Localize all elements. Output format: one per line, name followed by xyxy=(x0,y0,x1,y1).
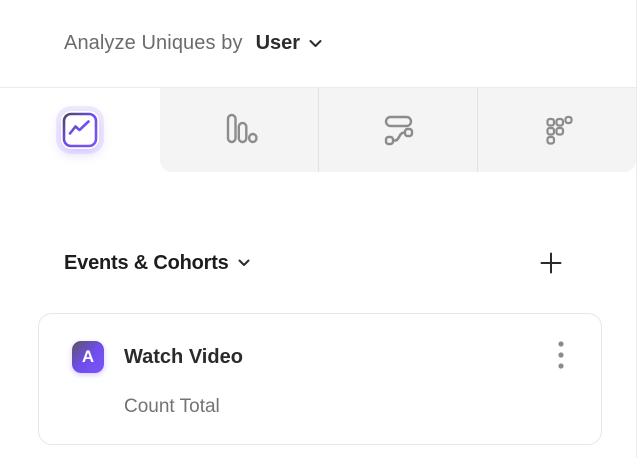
report-type-tabbar xyxy=(0,88,636,172)
kebab-menu-icon xyxy=(557,341,565,378)
retention-dots-icon xyxy=(537,110,577,150)
inactive-tabs-group xyxy=(160,88,636,172)
tab-retention[interactable] xyxy=(477,88,636,172)
tab-insights[interactable] xyxy=(0,88,160,172)
tab-funnels[interactable] xyxy=(160,88,318,172)
line-chart-icon xyxy=(61,111,99,149)
tab-flows[interactable] xyxy=(318,88,477,172)
bar-chart-icon xyxy=(219,110,259,150)
events-cohorts-dropdown[interactable]: Events & Cohorts xyxy=(64,252,250,275)
event-measurement-dropdown[interactable]: Count Total xyxy=(124,396,220,417)
event-letter-badge[interactable]: A xyxy=(72,341,104,373)
chevron-down-icon xyxy=(309,35,322,53)
flow-icon xyxy=(378,110,418,150)
add-event-button[interactable] xyxy=(537,249,565,277)
events-section-header: Events & Cohorts xyxy=(64,249,565,277)
event-card-row: A Watch Video xyxy=(72,337,581,377)
events-cohorts-title: Events & Cohorts xyxy=(64,251,229,274)
analyze-uniques-label: Analyze Uniques by xyxy=(64,32,243,54)
event-name[interactable]: Watch Video xyxy=(124,345,243,368)
uniques-by-dropdown[interactable]: User xyxy=(256,32,322,55)
uniques-by-value: User xyxy=(255,32,301,54)
chevron-down-icon xyxy=(238,254,250,272)
event-letter: A xyxy=(81,347,95,366)
event-card[interactable]: A Watch Video Count Total xyxy=(38,313,602,445)
event-menu-button[interactable] xyxy=(553,337,569,377)
analysis-header: Analyze Uniques by User xyxy=(0,0,636,88)
plus-icon xyxy=(539,252,563,278)
